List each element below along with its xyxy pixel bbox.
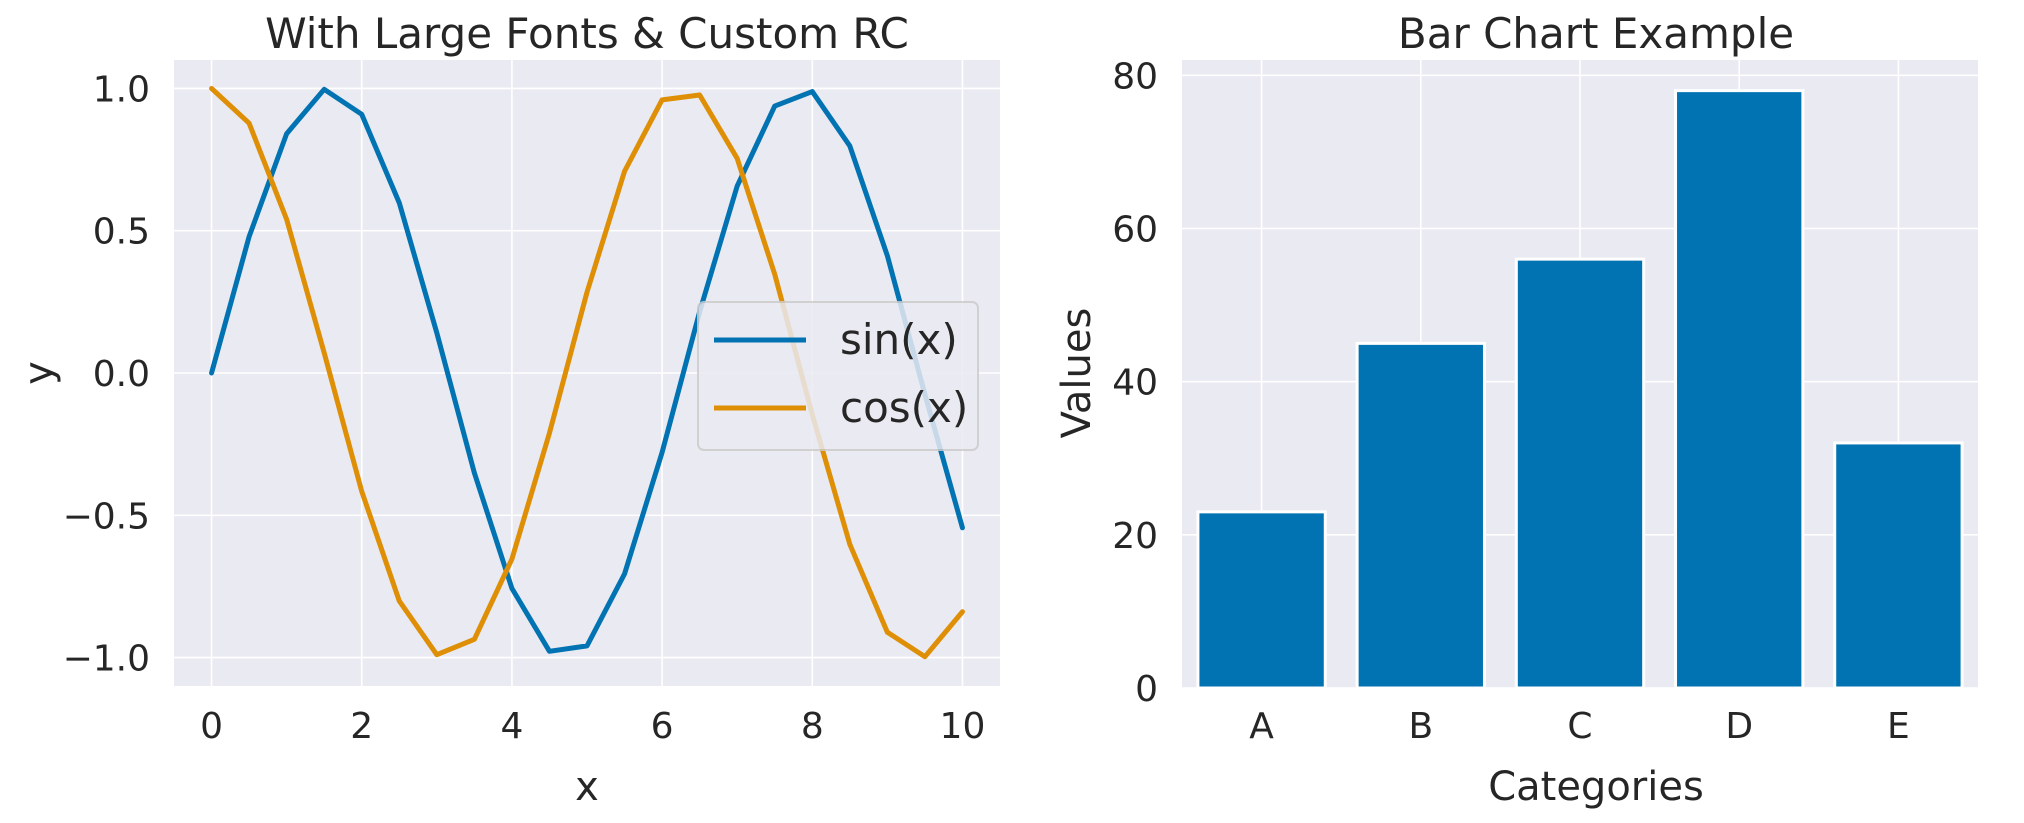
x-tick-label: 0 <box>200 706 223 747</box>
line-chart-y-label: y <box>16 361 62 385</box>
sin-series-line <box>209 86 965 654</box>
bar-chart-x-label: Categories <box>1488 764 1704 810</box>
cos-series-line <box>209 85 965 660</box>
line-chart-x-label: x <box>575 764 599 810</box>
y-tick-label: 0.5 <box>93 212 150 253</box>
bar-chart-bars <box>1196 89 1964 690</box>
legend-label-cos: cos(x) <box>840 383 968 432</box>
line-chart: 0 2 4 6 8 10 1.0 0.5 0.0 −0.5 −1.0 With Large Fon… <box>16 9 1000 810</box>
x-tick-label: 8 <box>801 706 824 747</box>
line-chart-grid <box>174 60 1000 686</box>
bar-E <box>1833 441 1964 690</box>
bar-chart-y-ticks: 0 20 40 60 80 <box>1112 56 1158 710</box>
bar-D <box>1674 89 1805 690</box>
line-chart-y-ticks: 1.0 0.5 0.0 −0.5 −1.0 <box>63 69 150 679</box>
y-tick-label: 0 <box>1135 669 1158 710</box>
bar-chart-x-ticks: A B C D E <box>1249 706 1909 747</box>
x-tick-label: 6 <box>651 706 674 747</box>
bar-B <box>1355 341 1486 690</box>
bar-C <box>1514 257 1646 690</box>
x-tick-label: B <box>1408 706 1433 747</box>
bar-A <box>1196 510 1327 690</box>
bar-chart: A B C D E 0 20 40 60 80 Bar Chart Example Catego… <box>1054 9 1978 810</box>
y-tick-label: 0.0 <box>93 354 150 395</box>
bar-chart-y-label: Values <box>1054 308 1100 439</box>
x-tick-label: C <box>1567 706 1592 747</box>
y-tick-label: −1.0 <box>63 639 150 680</box>
legend-label-sin: sin(x) <box>840 315 958 364</box>
x-tick-label: A <box>1249 706 1274 747</box>
x-tick-label: D <box>1725 706 1753 747</box>
y-tick-label: 20 <box>1112 516 1158 557</box>
line-chart-x-ticks: 0 2 4 6 8 10 <box>200 706 985 747</box>
y-tick-label: 1.0 <box>93 69 150 110</box>
line-chart-title: With Large Fonts & Custom RC <box>265 9 909 58</box>
y-tick-label: 80 <box>1112 56 1158 97</box>
x-tick-label: 2 <box>350 706 373 747</box>
x-tick-label: 10 <box>940 706 986 747</box>
y-tick-label: 60 <box>1112 209 1158 250</box>
x-tick-label: 4 <box>500 706 523 747</box>
y-tick-label: −0.5 <box>63 496 150 537</box>
x-tick-label: E <box>1887 706 1910 747</box>
y-tick-label: 40 <box>1112 363 1158 404</box>
line-chart-legend: sin(x) cos(x) <box>697 301 979 451</box>
line-chart-series <box>209 85 965 660</box>
bar-chart-title: Bar Chart Example <box>1398 9 1794 58</box>
